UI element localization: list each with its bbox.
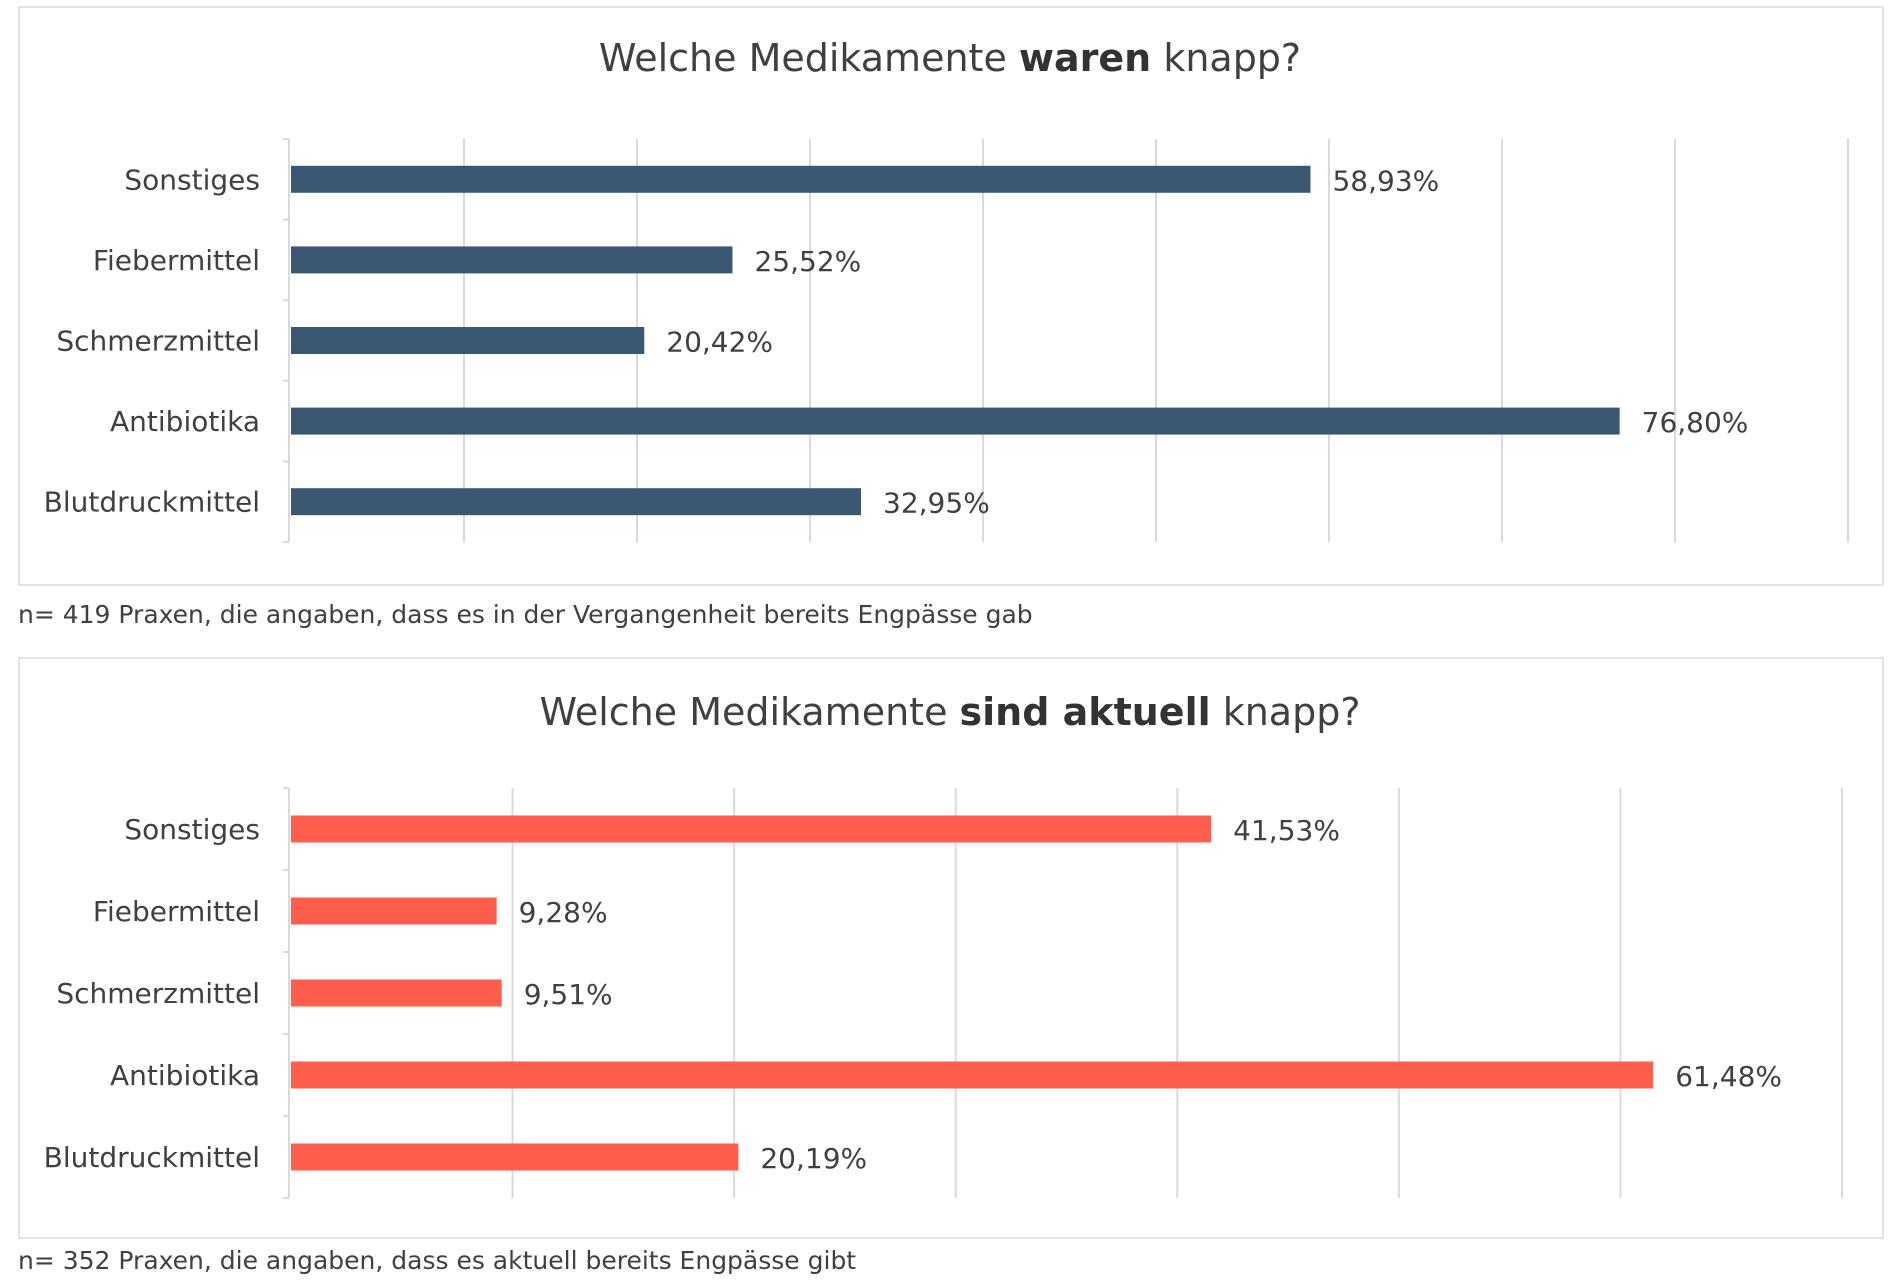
title-emphasis: waren <box>1018 36 1152 80</box>
data-label: 41,53% <box>1233 814 1340 847</box>
bar <box>291 407 1620 435</box>
title-part: Welche Medikamente <box>598 36 1019 80</box>
sample-note-past: n= 419 Praxen, die angaben, dass es in d… <box>18 600 1033 629</box>
bar <box>291 327 645 354</box>
category-label: Sonstiges <box>124 813 260 846</box>
bar <box>291 1143 739 1171</box>
data-label: 20,42% <box>666 326 773 359</box>
title-part: Welche Medikamente <box>539 690 960 734</box>
data-label: 20,19% <box>760 1142 867 1175</box>
category-label: Antibiotika <box>110 1059 260 1092</box>
category-label: Sonstiges <box>124 163 260 196</box>
category-label: Blutdruckmittel <box>44 1141 260 1174</box>
title-emphasis: sind aktuell <box>959 690 1211 734</box>
data-label: 9,28% <box>519 896 608 929</box>
category-label: Blutdruckmittel <box>44 486 260 519</box>
bar <box>291 1061 1654 1089</box>
category-label: Fiebermittel <box>93 895 260 928</box>
bar <box>291 488 862 516</box>
sample-note-current: n= 352 Praxen, die angaben, dass es aktu… <box>18 1246 857 1275</box>
title-part: knapp? <box>1210 690 1361 734</box>
bar <box>291 979 502 1007</box>
bar <box>291 897 497 925</box>
chart-title-current: Welche Medikamente sind aktuell knapp? <box>0 690 1900 734</box>
chart-title-past: Welche Medikamente waren knapp? <box>0 36 1900 80</box>
title-part: knapp? <box>1151 36 1302 80</box>
data-label: 58,93% <box>1332 164 1439 197</box>
chart-panel-current <box>18 657 1884 1239</box>
data-label: 32,95% <box>883 487 990 520</box>
category-label: Schmerzmittel <box>56 977 260 1010</box>
data-label: 25,52% <box>754 245 861 278</box>
bar <box>291 815 1212 843</box>
data-label: 9,51% <box>524 978 613 1011</box>
bar <box>291 165 1311 193</box>
category-label: Fiebermittel <box>93 244 260 277</box>
category-label: Antibiotika <box>110 405 260 438</box>
bar <box>291 246 733 274</box>
data-label: 61,48% <box>1675 1060 1782 1093</box>
data-label: 76,80% <box>1642 406 1749 439</box>
category-label: Schmerzmittel <box>56 325 260 358</box>
